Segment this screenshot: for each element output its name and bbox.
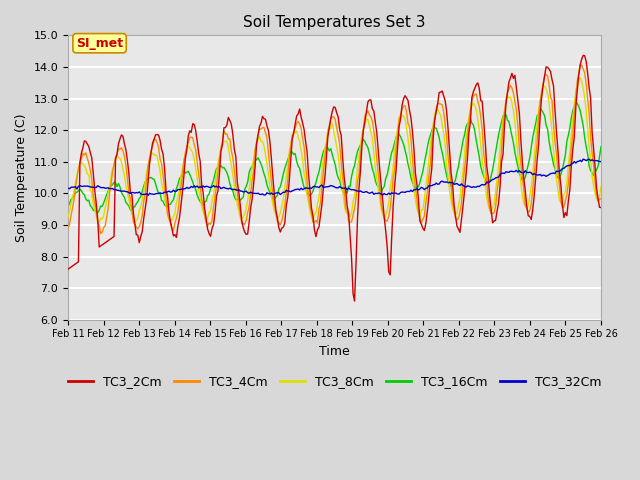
Legend: TC3_2Cm, TC3_4Cm, TC3_8Cm, TC3_16Cm, TC3_32Cm: TC3_2Cm, TC3_4Cm, TC3_8Cm, TC3_16Cm, TC3… bbox=[63, 370, 607, 393]
X-axis label: Time: Time bbox=[319, 345, 350, 358]
Text: SI_met: SI_met bbox=[76, 36, 123, 50]
Title: Soil Temperatures Set 3: Soil Temperatures Set 3 bbox=[243, 15, 426, 30]
Y-axis label: Soil Temperature (C): Soil Temperature (C) bbox=[15, 113, 28, 242]
